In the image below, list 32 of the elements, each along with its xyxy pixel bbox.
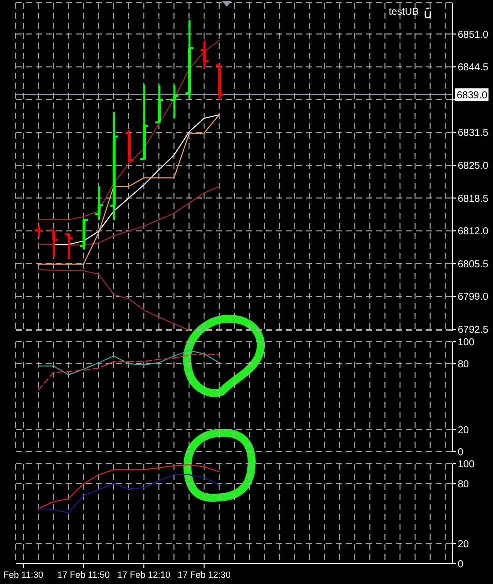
line-series [38,474,220,514]
y-tick-label: 6812.0 [458,226,490,238]
x-tick-label: Feb 11:30 [4,570,44,580]
y-tick-label: 20 [458,540,470,550]
y-tick-label: 80 [458,360,470,370]
y-tick-label: 100 [458,338,476,348]
line-series [38,354,220,391]
y-tick-label: 6831.5 [458,128,490,140]
ref-line-label: 6839.0 [457,90,488,102]
line-series [38,114,220,265]
y-tick-label: 20 [458,426,470,436]
line-series [38,186,220,246]
y-tick-label: 6825.0 [458,160,490,172]
y-tick-label: 6792.5 [458,324,490,336]
y-tick-label: 6818.5 [458,194,490,205]
y-tick-label: 6799.0 [458,292,490,304]
line-series [38,350,220,376]
line-series [38,40,220,220]
y-tick-label: 80 [458,480,470,490]
line-series [38,269,190,331]
y-tick-label: 0 [458,448,464,458]
line-series [38,464,220,510]
annotation: testUB [388,7,419,19]
y-tick-label: 0 [458,560,464,570]
y-tick-label: 100 [458,460,476,470]
x-tick-label: 17 Feb 11:50 [58,570,110,580]
y-tick-label: 6844.5 [458,62,490,74]
x-tick-label: 17 Feb 12:10 [118,570,171,580]
y-tick-label: 6851.0 [458,30,490,41]
line-series [53,114,220,246]
x-tick-label: 17 Feb 12:30 [178,570,231,580]
y-tick-label: 6805.5 [458,259,490,270]
